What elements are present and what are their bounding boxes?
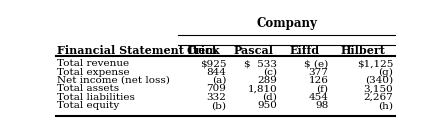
Text: Total equity: Total equity [57,101,119,110]
Text: Company: Company [257,17,317,30]
Text: Hilbert: Hilbert [340,45,385,56]
Text: 377: 377 [308,68,329,77]
Text: $  533: $ 533 [244,59,277,68]
Text: Crick: Crick [187,45,220,56]
Text: (g): (g) [378,67,393,77]
Text: Total assets: Total assets [57,84,119,93]
Text: (340): (340) [365,76,393,85]
Text: (f): (f) [316,84,329,93]
Text: $925: $925 [200,59,226,68]
Text: (c): (c) [263,68,277,77]
Text: Net income (net loss): Net income (net loss) [57,76,169,85]
Text: 454: 454 [308,93,329,102]
Text: 126: 126 [308,76,329,85]
Text: 2,267: 2,267 [363,93,393,102]
Text: 3,150: 3,150 [363,84,393,93]
Text: (a): (a) [212,76,226,85]
Text: $ (e): $ (e) [304,59,329,68]
Text: Financial Statement Item: Financial Statement Item [57,45,217,56]
Text: Total liabilities: Total liabilities [57,93,135,102]
Text: (d): (d) [262,93,277,102]
Text: 950: 950 [257,101,277,110]
Text: Pascal: Pascal [234,45,274,56]
Text: 1,810: 1,810 [248,84,277,93]
Text: (b): (b) [211,101,226,110]
Text: Eiffd: Eiffd [290,45,320,56]
Text: 844: 844 [206,68,226,77]
Text: Total revenue: Total revenue [57,59,129,68]
Text: (h): (h) [378,101,393,110]
Text: 98: 98 [315,101,329,110]
Text: 332: 332 [206,93,226,102]
Text: $1,125: $1,125 [357,59,393,68]
Text: 709: 709 [206,84,226,93]
Text: Total expense: Total expense [57,68,129,77]
Text: 289: 289 [257,76,277,85]
